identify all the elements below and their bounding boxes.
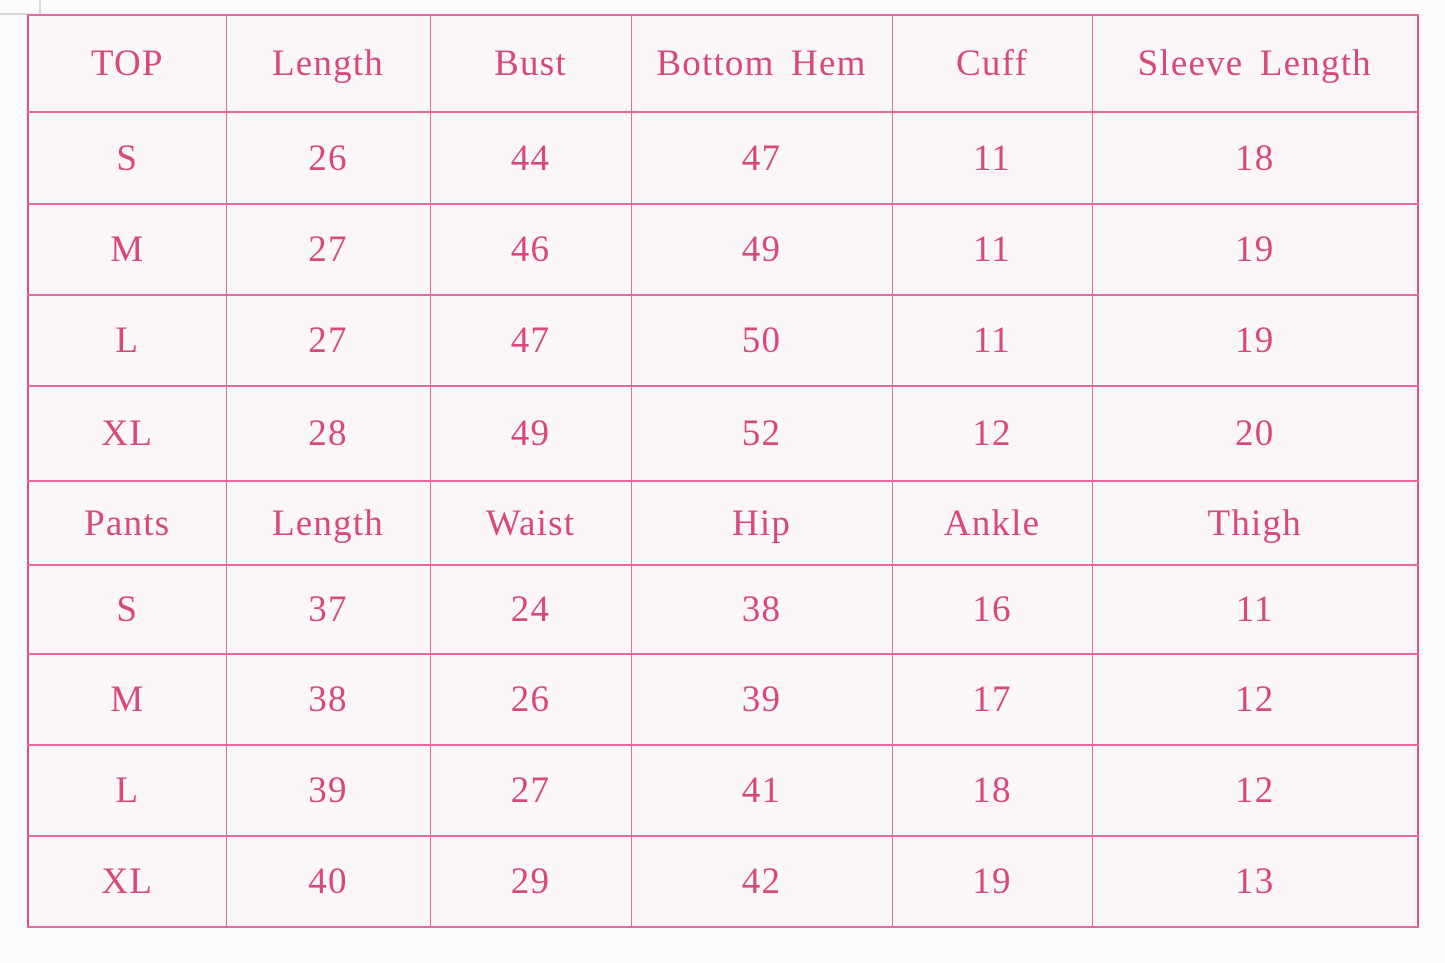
measurement-cell: 39 — [225, 744, 431, 837]
col-header-waist: Waist — [429, 480, 632, 566]
measurement-cell: 17 — [891, 653, 1093, 746]
measurement-cell: 20 — [1091, 385, 1419, 482]
pants-size-row-l: L 39 27 41 18 12 — [27, 744, 1419, 837]
measurement-cell: 49 — [429, 385, 632, 482]
size-chart-table: TOP Length Bust Bottom Hem Cuff Sleeve L… — [27, 14, 1419, 928]
measurement-cell: 11 — [891, 111, 1093, 205]
size-label: M — [27, 203, 227, 296]
top-size-row-s: S 26 44 47 11 18 — [27, 111, 1419, 205]
measurement-cell: 18 — [891, 744, 1093, 837]
measurement-cell: 26 — [225, 111, 431, 205]
col-header-bust: Bust — [429, 14, 632, 113]
measurement-cell: 12 — [891, 385, 1093, 482]
col-header-cuff: Cuff — [891, 14, 1093, 113]
size-label: S — [27, 111, 227, 205]
col-header-top: TOP — [27, 14, 227, 113]
size-label: S — [27, 564, 227, 655]
col-header-pants: Pants — [27, 480, 227, 566]
top-header-row: TOP Length Bust Bottom Hem Cuff Sleeve L… — [27, 14, 1419, 113]
measurement-cell: 26 — [429, 653, 632, 746]
measurement-cell: 40 — [225, 835, 431, 928]
size-label: XL — [27, 835, 227, 928]
pants-size-row-s: S 37 24 38 16 11 — [27, 564, 1419, 655]
measurement-cell: 47 — [630, 111, 893, 205]
pants-size-row-xl: XL 40 29 42 19 13 — [27, 835, 1419, 928]
col-header-ankle: Ankle — [891, 480, 1093, 566]
measurement-cell: 19 — [891, 835, 1093, 928]
measurement-cell: 41 — [630, 744, 893, 837]
size-label: M — [27, 653, 227, 746]
top-size-row-m: M 27 46 49 11 19 — [27, 203, 1419, 296]
measurement-cell: 12 — [1091, 653, 1419, 746]
measurement-cell: 39 — [630, 653, 893, 746]
measurement-cell: 19 — [1091, 203, 1419, 296]
col-header-length: Length — [225, 14, 431, 113]
col-header-bottom-hem: Bottom Hem — [630, 14, 893, 113]
measurement-cell: 27 — [225, 294, 431, 387]
measurement-cell: 28 — [225, 385, 431, 482]
size-label: L — [27, 294, 227, 387]
measurement-cell: 11 — [891, 294, 1093, 387]
measurement-cell: 46 — [429, 203, 632, 296]
measurement-cell: 27 — [225, 203, 431, 296]
pants-header-row: Pants Length Waist Hip Ankle Thigh — [27, 480, 1419, 566]
measurement-cell: 11 — [891, 203, 1093, 296]
measurement-cell: 44 — [429, 111, 632, 205]
top-size-row-l: L 27 47 50 11 19 — [27, 294, 1419, 387]
measurement-cell: 27 — [429, 744, 632, 837]
col-header-thigh: Thigh — [1091, 480, 1419, 566]
measurement-cell: 38 — [630, 564, 893, 655]
size-label: XL — [27, 385, 227, 482]
measurement-cell: 13 — [1091, 835, 1419, 928]
measurement-cell: 50 — [630, 294, 893, 387]
size-label: L — [27, 744, 227, 837]
col-header-hip: Hip — [630, 480, 893, 566]
measurement-cell: 29 — [429, 835, 632, 928]
measurement-cell: 52 — [630, 385, 893, 482]
measurement-cell: 42 — [630, 835, 893, 928]
spreadsheet-gridline-vertical — [39, 0, 41, 14]
measurement-cell: 16 — [891, 564, 1093, 655]
measurement-cell: 37 — [225, 564, 431, 655]
measurement-cell: 49 — [630, 203, 893, 296]
top-size-row-xl: XL 28 49 52 12 20 — [27, 385, 1419, 482]
measurement-cell: 24 — [429, 564, 632, 655]
measurement-cell: 18 — [1091, 111, 1419, 205]
measurement-cell: 38 — [225, 653, 431, 746]
spreadsheet-gridline-horizontal — [0, 13, 28, 15]
measurement-cell: 12 — [1091, 744, 1419, 837]
measurement-cell: 11 — [1091, 564, 1419, 655]
measurement-cell: 47 — [429, 294, 632, 387]
measurement-cell: 19 — [1091, 294, 1419, 387]
pants-size-row-m: M 38 26 39 17 12 — [27, 653, 1419, 746]
col-header-pants-length: Length — [225, 480, 431, 566]
col-header-sleeve-length: Sleeve Length — [1091, 14, 1419, 113]
